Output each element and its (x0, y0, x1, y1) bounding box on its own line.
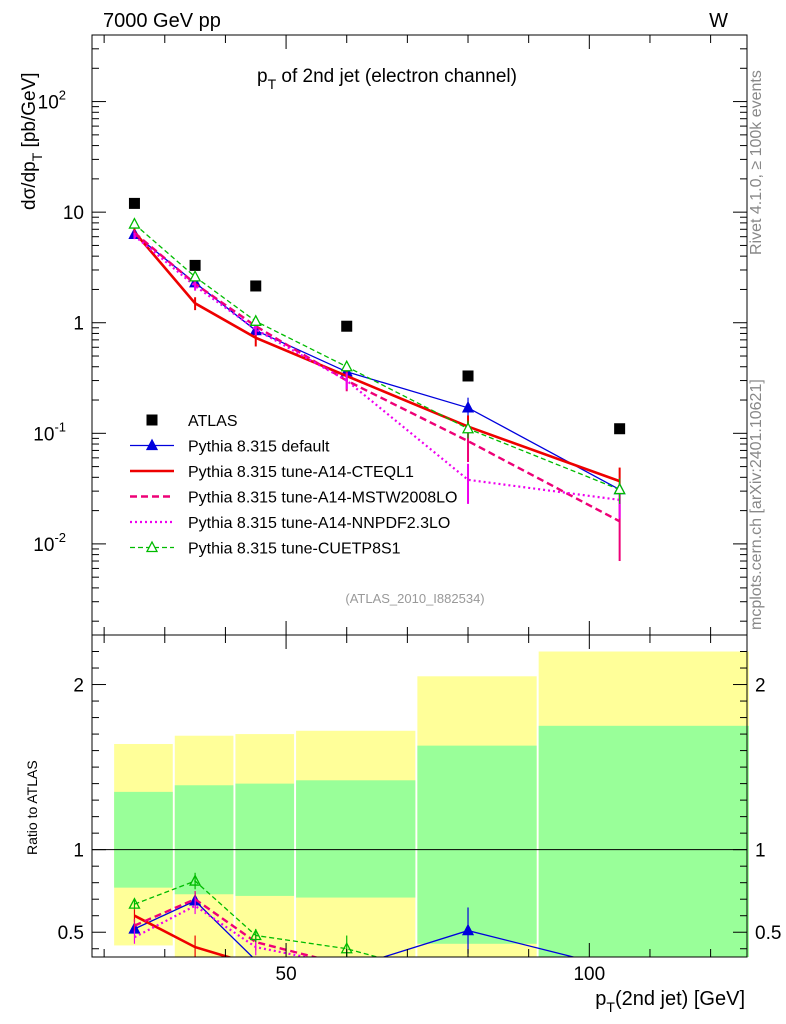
legend-symbol-0 (146, 414, 158, 426)
legend-label-4: Pythia 8.315 tune-A14-NNPDF2.3LO (188, 515, 450, 532)
main-ytick-label-3: 10 (63, 203, 84, 224)
series-4 (133, 232, 621, 519)
series-line-2 (133, 231, 621, 483)
legend-label-0: ATLAS (188, 413, 238, 430)
marker-5-3 (340, 359, 353, 372)
ratio-series-0 (128, 892, 576, 957)
x-axis-label: pT(2nd jet) [GeV] (595, 988, 745, 1015)
legend-label-3: Pythia 8.315 tune-A14-MSTW2008LO (188, 490, 457, 507)
ratio-marker-4-1 (189, 874, 202, 886)
series-3 (133, 229, 621, 562)
ratio-ytick-label-right-0: 0.5 (755, 923, 781, 944)
ratio-marker-4-2 (249, 928, 262, 941)
ratio-ytick-label-right-1: 1 (755, 841, 766, 862)
ratio-line-2 (134, 897, 320, 957)
series-2 (133, 228, 621, 500)
ratio-frame (91, 634, 748, 958)
marker-5-2 (249, 314, 262, 326)
series-line-4 (133, 235, 620, 501)
main-ytick-label-1: 10-1 (33, 419, 66, 445)
analysis-id-label: (ATLAS_2010_I882534) (345, 591, 484, 606)
series-5 (128, 217, 626, 504)
atlas-marker-3 (341, 320, 353, 332)
ratio-ytick-label-2: 2 (73, 676, 84, 697)
marker-5-5 (613, 482, 626, 495)
atlas-marker-2 (250, 280, 262, 292)
ratio-ytick-label-1: 1 (73, 841, 84, 862)
green-band-5 (538, 725, 749, 957)
x-tick-label-1: 100 (573, 964, 605, 985)
series-0 (128, 197, 626, 435)
ratio-uncertainty-bands (92, 651, 749, 957)
green-band-3 (296, 780, 416, 898)
green-band-4 (417, 745, 537, 944)
legend-marker-5 (145, 540, 159, 553)
marker-1-4 (461, 400, 475, 413)
mcplots-label: mcplots.cern.ch [arXiv:2401.10621] (748, 379, 765, 630)
process-label: W (709, 10, 728, 32)
x-tick-label-0: 50 (276, 964, 297, 985)
atlas-marker-0 (128, 197, 140, 209)
legend-label-2: Pythia 8.315 tune-A14-CTEQL1 (188, 464, 414, 481)
legend-marker-1 (145, 438, 159, 451)
green-band-2 (235, 783, 295, 896)
ratio-ylabel: Ratio to ATLAS (24, 760, 40, 855)
atlas-marker-4 (462, 370, 474, 382)
ratio-marker-4-0 (128, 897, 141, 909)
ratio-ytick-label-0: 0.5 (58, 923, 84, 944)
ratio-series-group (128, 872, 576, 957)
main-ytick-exp: -1 (54, 419, 66, 434)
main-ytick-label-2: 1 (73, 314, 84, 335)
energy-label: 7000 GeV pp (103, 10, 221, 32)
main-ytick-exp: 2 (59, 88, 66, 103)
marker-5-4 (461, 421, 475, 434)
main-ytick-label-4: 102 (38, 88, 66, 114)
ratio-ytick-label-right-2: 2 (755, 676, 766, 697)
main-panel (128, 197, 626, 562)
green-band-1 (174, 785, 234, 895)
legend-label-1: Pythia 8.315 default (188, 439, 330, 456)
marker-5-0 (128, 217, 141, 229)
green-band-0 (114, 791, 173, 888)
series-line-3 (133, 231, 621, 523)
atlas-marker-5 (614, 423, 626, 435)
main-ytick-exp: -2 (54, 530, 66, 545)
ratio-panel (128, 872, 576, 957)
main-ytick-label-0: 10-2 (33, 530, 66, 556)
legend: ATLAS Pythia 8.315 default Pythia 8.315 tu… (130, 413, 457, 558)
rivet-version-label: Rivet 4.1.0, ≥ 100k events (748, 70, 765, 255)
series-line-5 (134, 223, 620, 491)
series-line-1 (134, 233, 620, 491)
axes: 10-2 10-1 1 10 102 50 100 0.5 0.5 1 1 2 2 (33, 34, 781, 985)
main-plot-title: pT of 2nd jet (electron channel) (257, 66, 517, 92)
marker-5-1 (189, 269, 202, 282)
ratio-marker-0-4 (461, 923, 475, 936)
main-series-group (128, 197, 626, 562)
legend-label-5: Pythia 8.315 tune-CUETP8S1 (188, 541, 401, 558)
ratio-line-0 (134, 900, 576, 957)
ratio-series-4 (128, 872, 380, 957)
atlas-marker-1 (189, 259, 201, 271)
